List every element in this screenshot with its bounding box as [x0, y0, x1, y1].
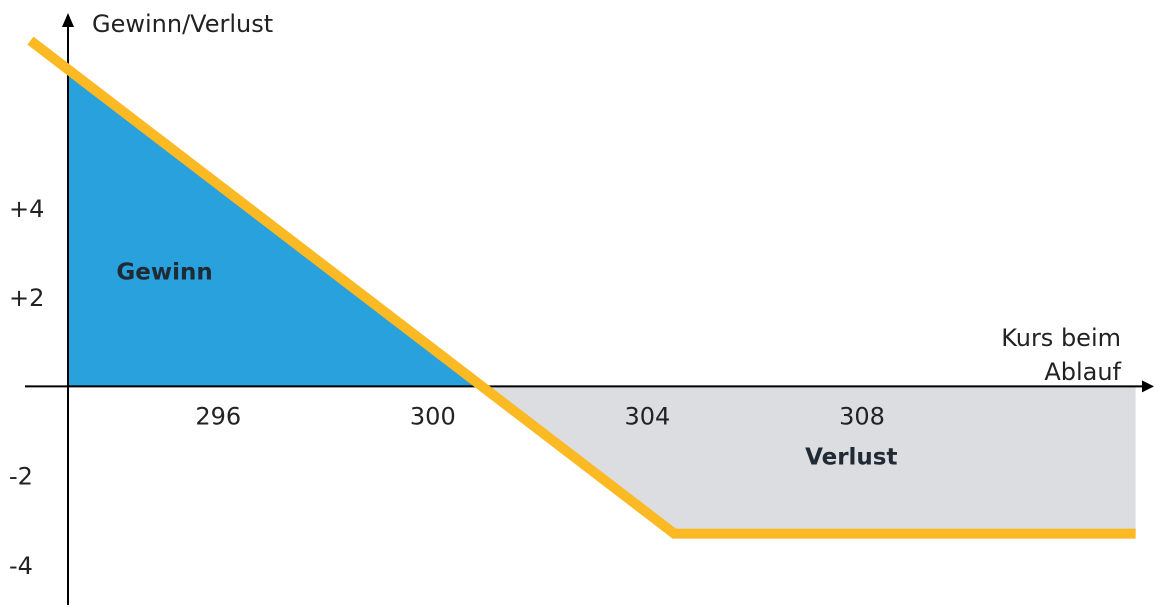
- loss-region-label: Verlust: [805, 444, 897, 470]
- y-axis-label: Gewinn/Verlust: [92, 10, 273, 38]
- labels-layer: Gewinn/Verlust Kurs beim Ablauf Gewinn V…: [92, 10, 1122, 470]
- y-tick-label: +2: [9, 284, 44, 312]
- payoff-line-layer: [27, 36, 1136, 539]
- x-tick-label: 304: [625, 402, 671, 430]
- x-tick-label: 300: [410, 402, 456, 430]
- loss-region: [481, 386, 1136, 534]
- ticks-layer: 296 300 304 308 +4 +2 -2 -4: [9, 195, 885, 580]
- payoff-line: [27, 36, 1136, 539]
- x-tick-label: 308: [839, 402, 885, 430]
- x-axis-arrowhead: [1142, 380, 1154, 393]
- x-axis-label-line-2: Ablauf: [1044, 358, 1121, 386]
- y-tick-label: -2: [9, 463, 33, 491]
- y-tick-label: +4: [9, 195, 44, 223]
- axes-layer: [25, 13, 1154, 605]
- x-axis-label-line-1: Kurs beim: [1001, 324, 1121, 352]
- y-tick-label: -4: [9, 552, 33, 580]
- profit-region-label: Gewinn: [116, 259, 212, 285]
- regions-layer: [68, 69, 1136, 534]
- y-axis-arrowhead: [62, 13, 74, 27]
- x-tick-label: 296: [195, 402, 241, 430]
